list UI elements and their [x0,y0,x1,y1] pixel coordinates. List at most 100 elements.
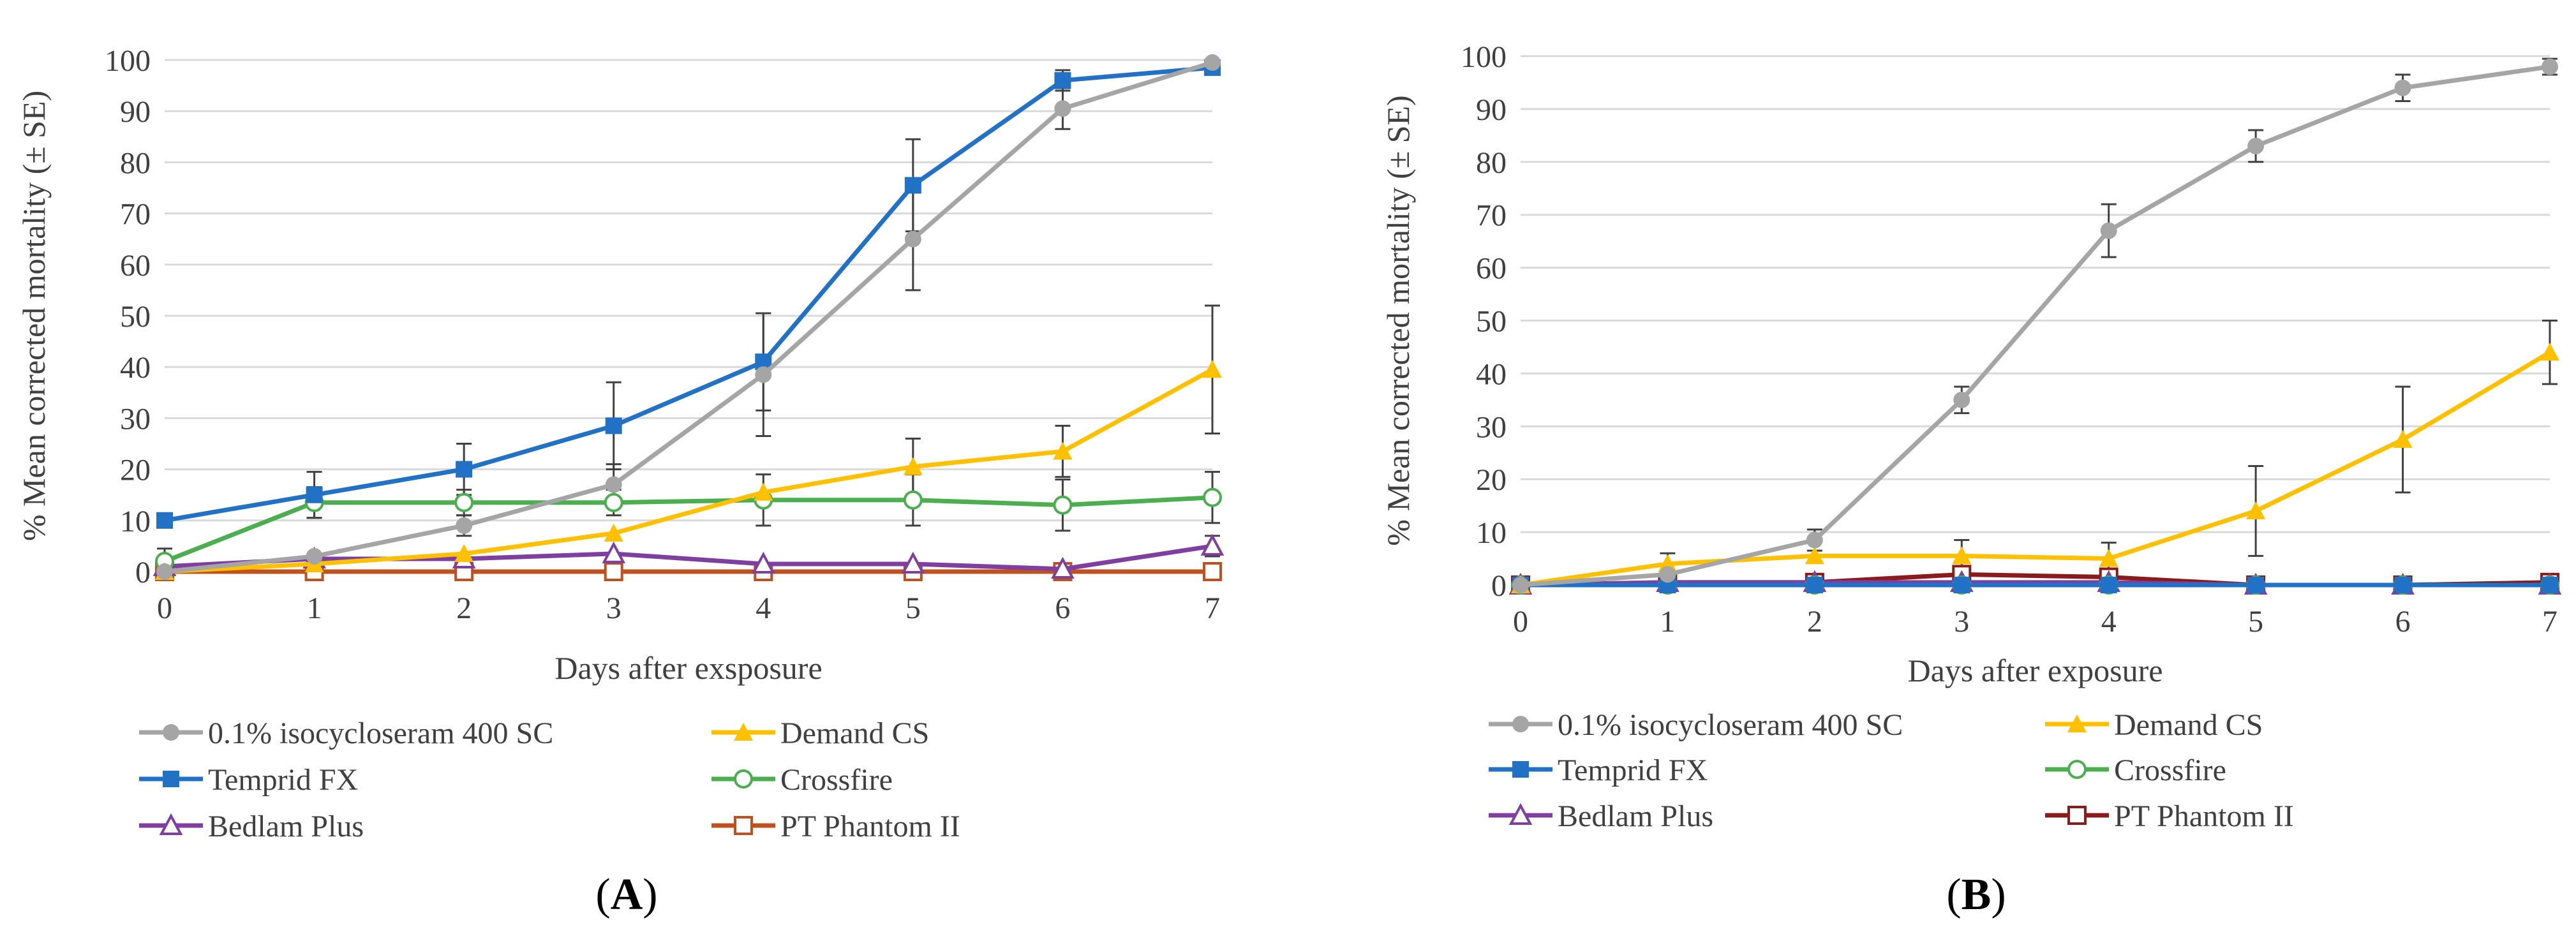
legend-swatch-marker [734,769,753,789]
x-tick-label: 4 [756,591,771,625]
legend-swatch-marker [163,724,179,741]
x-tick-label: 5 [2248,605,2263,639]
legend-label: Bedlam Plus [208,810,364,843]
panel-label-paren: ) [1991,870,2006,919]
data-point [602,541,626,563]
data-point [604,523,623,542]
panel-label-paren: ( [595,870,610,919]
chart-panel-b: 0 10 20 30 40 50 60 70 80 90 100 0 1 2 3 4 5 6 7 Days after… [1380,40,2562,919]
data-point [456,517,473,534]
legend-swatch-marker [163,771,179,787]
legend-label: Demand CS [2114,708,2263,742]
legend-item: Temprid FX [1489,753,1708,787]
legend-item: PT Phantom II [711,810,960,843]
data-point [754,482,773,501]
data-point [2099,549,2118,567]
data-point [1806,577,1823,593]
legend-item: Bedlam Plus [1489,799,1713,833]
y-tick-label: 10 [120,505,151,538]
legend-label: Demand CS [780,716,929,750]
series-line [163,495,1213,564]
data-point [156,512,173,529]
x-tick-label: 6 [1055,591,1070,625]
legend-label: Bedlam Plus [1558,799,1713,833]
legend-item: PT Phantom II [2045,799,2294,833]
legend-item: Crossfire [711,763,893,797]
data-point [1054,100,1071,117]
error-bars-0 [1806,57,2557,552]
legend-item: Bedlam Plus [139,810,364,843]
data-point [1053,441,1073,460]
data-point [1806,531,1823,549]
y-tick-label: 70 [1476,199,1507,233]
y-tick-label: 0 [135,556,151,589]
data-point [1200,533,1225,556]
y-tick-label: 60 [1476,252,1507,286]
data-point [2542,58,2558,75]
series-0 [1512,58,2558,593]
y-tick-label: 90 [120,95,151,129]
data-point [2394,79,2411,96]
data-point [1952,546,1972,565]
data-point [454,493,474,512]
x-tick-label: 2 [1807,605,1822,639]
y-axis-title: % Mean corrected mortality (± SE) [16,91,52,541]
legend-swatch-marker [734,816,753,835]
legend-item: 0.1% isocycloseram 400 SC [1489,708,1903,742]
data-point [1953,391,1970,408]
data-point [755,366,772,383]
y-tick-label: 80 [1476,146,1507,180]
y-tick-label: 100 [105,44,151,78]
data-point [605,417,622,434]
y-tick-label: 50 [120,300,151,334]
legend-label: PT Phantom II [780,810,960,843]
data-point [156,563,173,580]
data-point [1051,556,1075,579]
error-bars-1 [1660,320,2557,575]
legend-swatch-marker [1512,716,1529,732]
legend-swatch-marker [2067,806,2087,825]
series-line [1520,64,2550,588]
data-point [1512,577,1529,593]
y-tick-label: 30 [120,402,151,436]
data-point [1659,566,1676,583]
panel-label-paren: ) [643,870,657,919]
y-tick-label: 90 [1476,93,1507,127]
data-point [1203,360,1222,378]
data-point [751,551,775,574]
data-point [903,457,923,475]
data-point [901,551,925,574]
data-point [1805,546,1824,565]
data-point [2540,343,2559,361]
x-tick-label: 4 [2101,605,2117,639]
x-axis-title: Days after exposure [1908,653,2163,688]
data-point [306,547,323,565]
data-point [2100,577,2117,593]
x-tick-label: 0 [157,591,172,625]
y-tick-label: 100 [1461,40,1507,74]
data-point [2247,577,2265,593]
y-axis-title: % Mean corrected mortality (± SE) [1380,95,1416,545]
data-point [306,486,323,503]
panel-label-letter: A [611,870,643,919]
legend-swatch-marker [1512,761,1529,778]
data-point [904,177,921,194]
legend-item: Temprid FX [139,763,358,797]
legend-swatch-marker [159,813,183,835]
panel-label-paren: ( [1946,870,1961,919]
panel-label-letter: B [1962,870,1992,919]
data-point [1054,72,1071,89]
legend-label: PT Phantom II [2114,799,2294,833]
legend-swatch-marker [2067,760,2087,779]
series-line [164,65,1213,523]
error-bars-2 [306,69,1071,519]
data-point [903,490,923,510]
y-tick-label: 0 [1491,569,1507,603]
data-point [2247,137,2265,154]
x-tick-label: 1 [1660,605,1675,639]
y-tick-label: 80 [120,146,151,180]
data-point [1203,562,1222,581]
legend-item: Demand CS [711,716,929,750]
legend-swatch-marker [734,723,753,741]
data-point [604,562,623,581]
